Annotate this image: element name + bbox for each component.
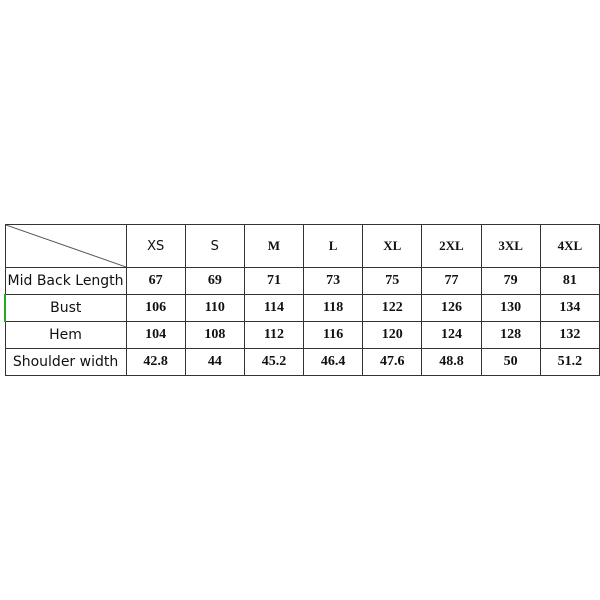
- header-row: XS S M L XL 2XL 3XL 4XL: [4, 224, 600, 268]
- measurement-cell: 75: [362, 267, 423, 295]
- measurement-cell: 45.2: [243, 348, 305, 376]
- measurement-cell: 67: [125, 267, 186, 295]
- size-header: L: [303, 224, 364, 268]
- size-header: XL: [362, 224, 423, 268]
- size-header: M: [243, 224, 305, 268]
- measurement-cell: 120: [362, 321, 423, 349]
- measurement-cell: 130: [480, 294, 541, 322]
- table-row: Mid Back Length 67 69 71 73 75 77 79 81: [4, 267, 600, 295]
- row-label: Bust: [3, 294, 127, 322]
- measurement-cell: 73: [303, 267, 364, 295]
- table-row: Hem 104 108 112 116 120 124 128 132: [4, 321, 600, 349]
- measurement-cell: 108: [184, 321, 245, 349]
- measurement-cell: 124: [421, 321, 482, 349]
- measurement-cell: 132: [539, 321, 600, 349]
- measurement-cell: 48.8: [421, 348, 482, 376]
- measurement-cell: 77: [421, 267, 482, 295]
- measurement-cell: 134: [539, 294, 600, 322]
- measurement-cell: 104: [125, 321, 186, 349]
- diagonal-line: [6, 225, 126, 267]
- measurement-cell: 44: [184, 348, 245, 376]
- measurement-cell: 81: [539, 267, 600, 295]
- measurement-cell: 46.4: [303, 348, 364, 376]
- measurement-cell: 42.8: [125, 348, 186, 376]
- size-header: 4XL: [539, 224, 600, 268]
- measurement-cell: 71: [243, 267, 305, 295]
- measurement-cell: 47.6: [362, 348, 423, 376]
- corner-cell: [4, 224, 127, 268]
- measurement-cell: 118: [303, 294, 364, 322]
- measurement-cell: 106: [125, 294, 186, 322]
- row-label: Hem: [4, 321, 127, 349]
- size-chart-table: XS S M L XL 2XL 3XL 4XL Mid Back Length 6…: [3, 224, 600, 376]
- table-row: Shoulder width 42.8 44 45.2 46.4 47.6 48.8 50 51…: [4, 348, 600, 376]
- size-header: 3XL: [480, 224, 541, 268]
- measurement-cell: 114: [243, 294, 305, 322]
- measurement-cell: 122: [362, 294, 423, 322]
- table-row: Bust 106 110 114 118 122 126 130 134: [3, 294, 600, 322]
- row-label: Mid Back Length: [4, 267, 127, 295]
- row-label: Shoulder width: [4, 348, 127, 376]
- measurement-cell: 51.2: [539, 348, 600, 376]
- measurement-cell: 79: [480, 267, 541, 295]
- measurement-cell: 69: [184, 267, 245, 295]
- measurement-cell: 110: [184, 294, 245, 322]
- size-header: S: [184, 224, 245, 268]
- measurement-cell: 112: [243, 321, 305, 349]
- measurement-cell: 126: [421, 294, 482, 322]
- measurement-cell: 128: [480, 321, 541, 349]
- measurement-cell: 50: [480, 348, 541, 376]
- size-header: XS: [125, 224, 186, 268]
- size-header: 2XL: [421, 224, 482, 268]
- measurement-cell: 116: [303, 321, 364, 349]
